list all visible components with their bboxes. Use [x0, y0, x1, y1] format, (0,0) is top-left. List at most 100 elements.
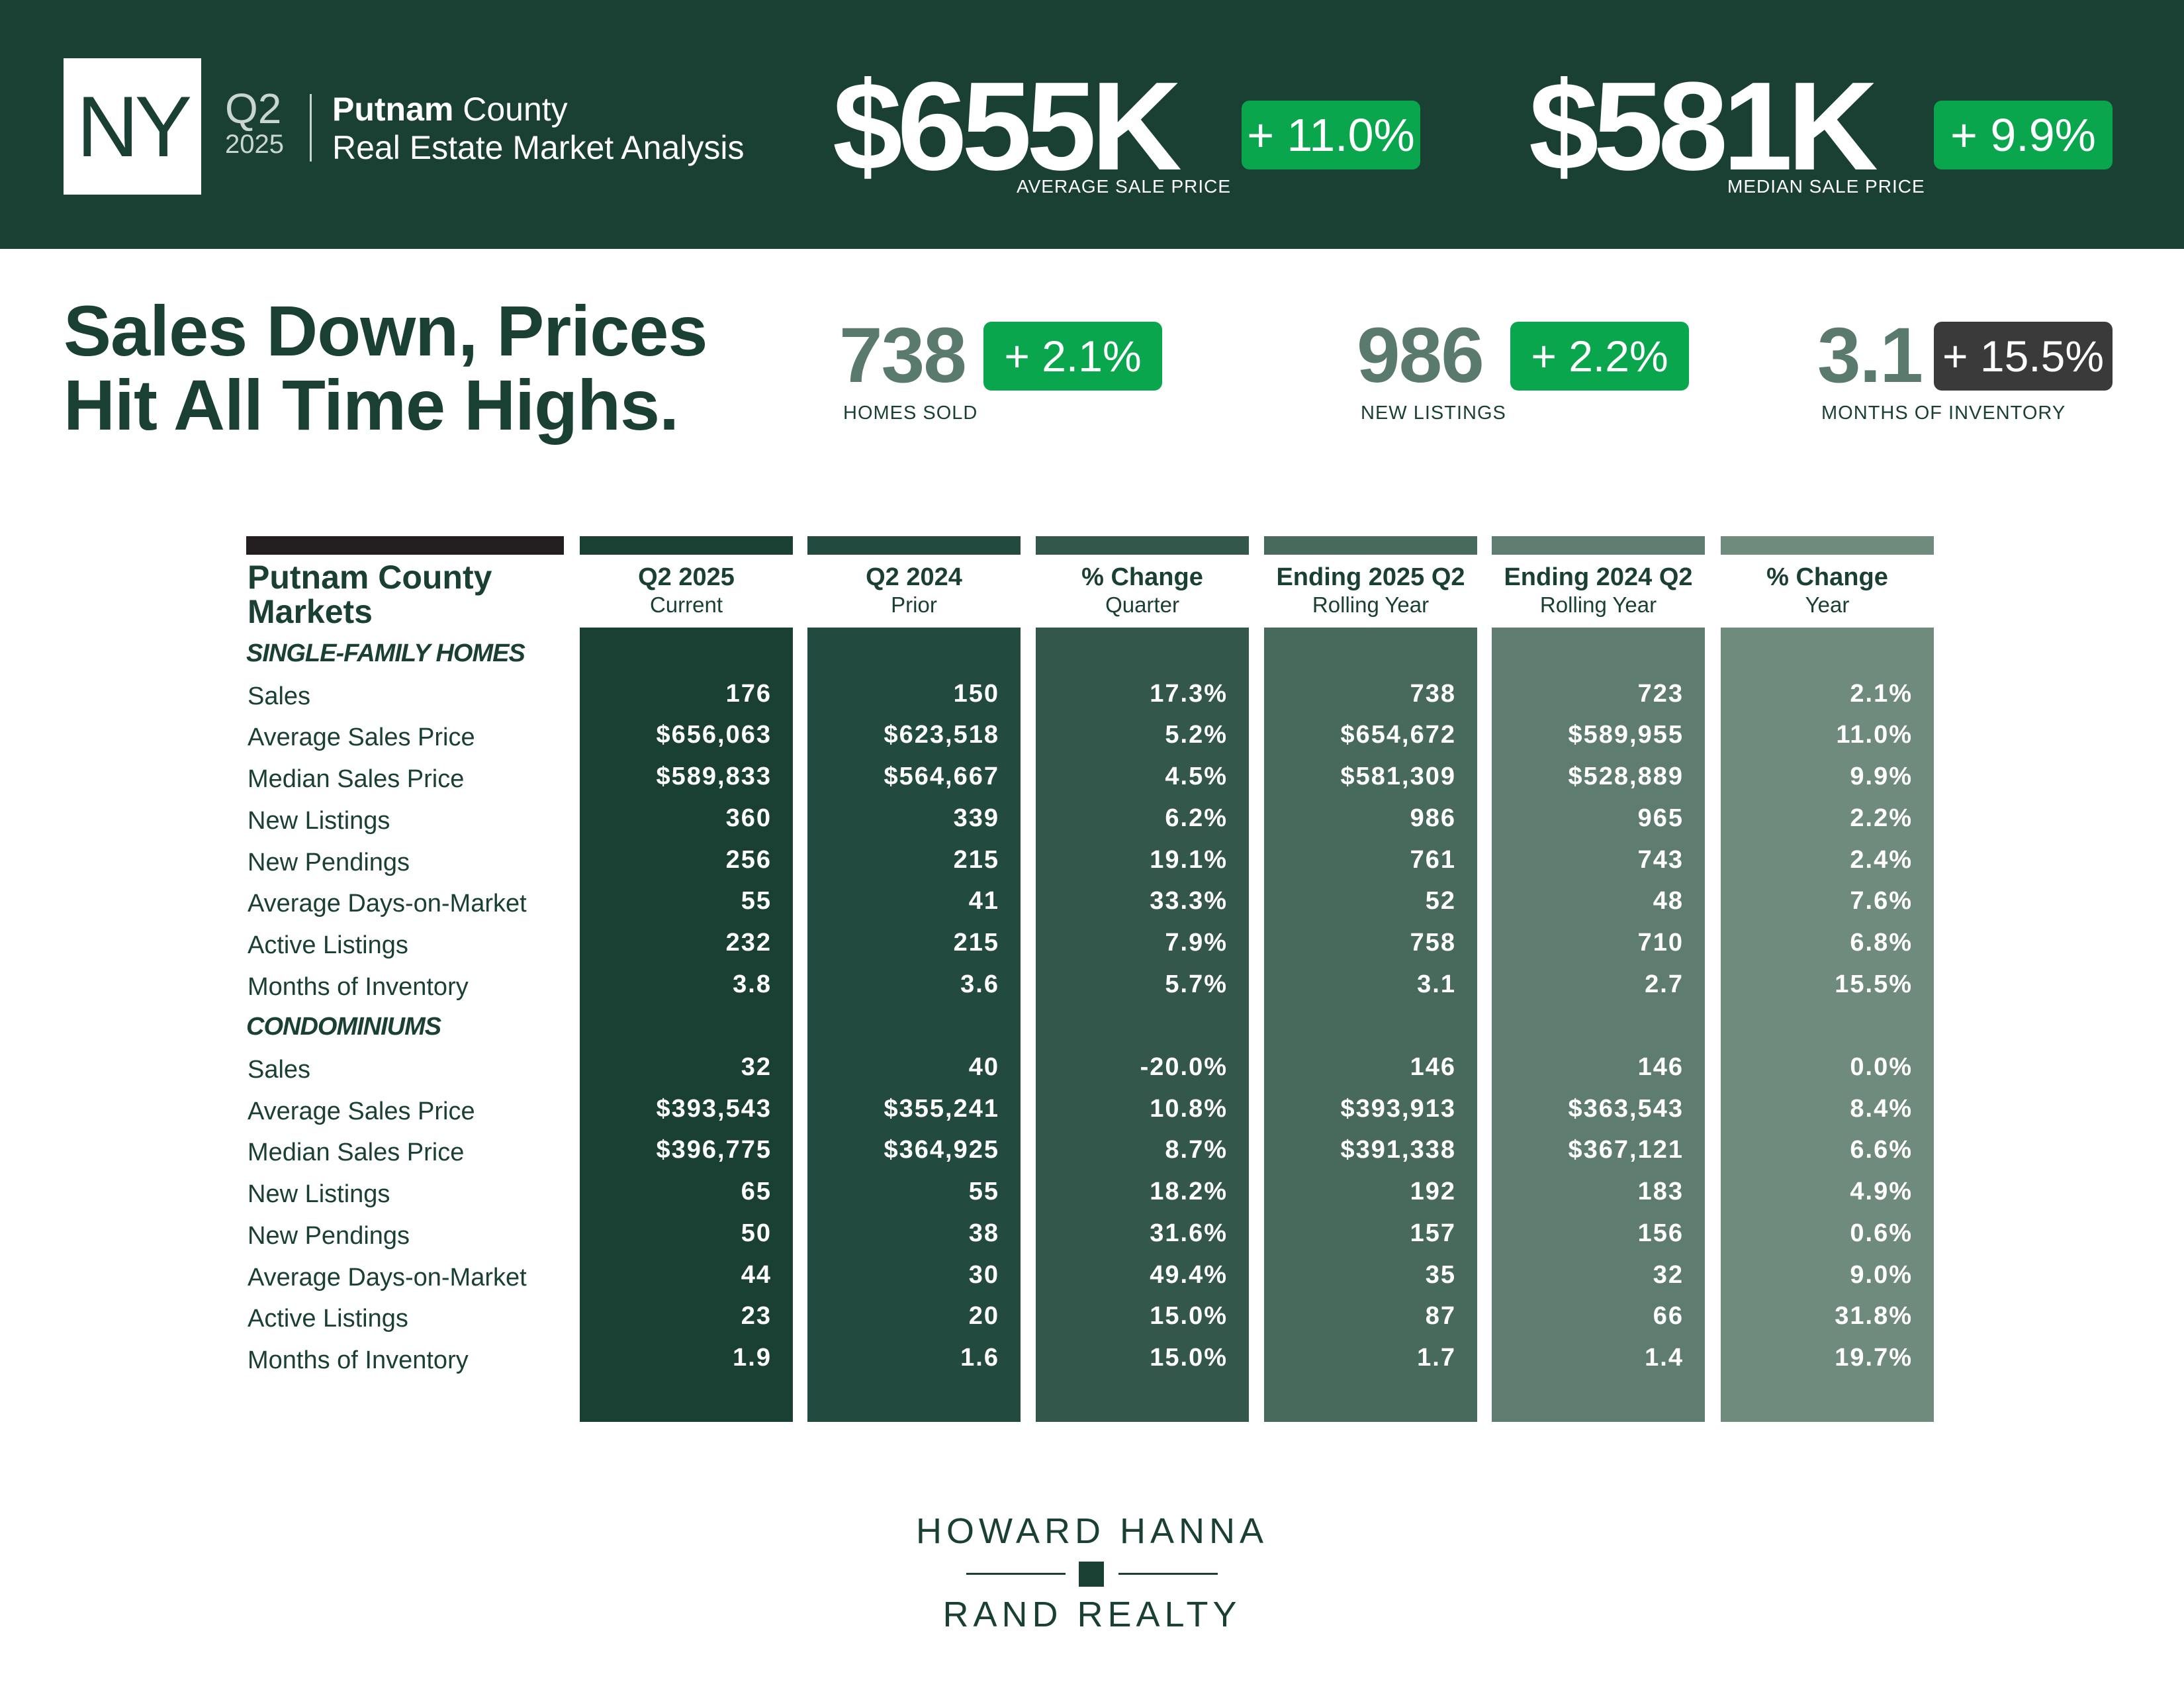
table-cell: 2.4% — [1850, 845, 1913, 874]
table-cell: 7.9% — [1165, 928, 1228, 957]
table-cell: 4.5% — [1165, 763, 1228, 791]
table-cell: $656,063 — [656, 721, 772, 749]
table-cell: 6.2% — [1165, 804, 1228, 832]
column-header: Ending 2024 Q2 Rolling Year — [1492, 563, 1705, 618]
column-header-subtitle: Current — [649, 592, 723, 617]
new-listings-label: NEW LISTINGS — [1361, 402, 1506, 424]
column-top-bar — [1721, 536, 1934, 555]
row-label: New Listings — [248, 1180, 390, 1209]
table-cell: 32 — [1653, 1260, 1684, 1289]
table-cell: 33.3% — [1150, 887, 1228, 915]
table-cell: 52 — [1425, 887, 1456, 915]
quarter-label: Q2 — [225, 85, 282, 132]
column-body — [580, 628, 793, 1422]
table-cell: 256 — [725, 845, 772, 874]
table-cell: 710 — [1637, 928, 1684, 957]
table-cell: 65 — [741, 1178, 772, 1206]
row-label: Sales — [248, 682, 311, 710]
table-cell: $654,672 — [1340, 721, 1456, 749]
avg-sale-price-value: $655K — [833, 56, 1182, 197]
table-cell: 41 — [968, 887, 999, 915]
row-label: Median Sales Price — [248, 1139, 465, 1167]
table-cell: 183 — [1637, 1178, 1684, 1206]
row-label: Months of Inventory — [248, 1346, 469, 1374]
column-header-title: Q2 2025 — [638, 563, 735, 591]
headline-line-2: Hit All Time Highs. — [64, 365, 679, 445]
table-cell: 1.9 — [733, 1343, 772, 1372]
logo-rule-right — [1118, 1573, 1218, 1575]
table-cell: 738 — [1410, 679, 1456, 708]
table-cell: 0.0% — [1850, 1053, 1913, 1081]
report-subtitle: Real Estate Market Analysis — [332, 129, 745, 166]
table-cell: 339 — [953, 804, 999, 832]
table-cell: 146 — [1410, 1053, 1456, 1081]
table-cell: 2.7 — [1645, 970, 1684, 998]
table-cell: 23 — [741, 1302, 772, 1331]
table-cell: $367,121 — [1568, 1136, 1684, 1164]
homes-sold-label: HOMES SOLD — [843, 402, 978, 424]
row-label: New Pendings — [248, 848, 410, 876]
county-suffix: County — [453, 91, 568, 128]
section-heading: CONDOMINIUMS — [246, 1013, 441, 1041]
table-cell: $589,833 — [656, 763, 772, 791]
table-cell: 5.2% — [1165, 721, 1228, 749]
table-cell: 30 — [968, 1260, 999, 1289]
table-cell: 723 — [1637, 679, 1684, 708]
table-title-line-2: Markets — [248, 593, 373, 630]
table-cell: 1.7 — [1417, 1343, 1456, 1372]
table-cell: 1.6 — [960, 1343, 999, 1372]
column-header-title: Ending 2024 Q2 — [1504, 563, 1693, 591]
avg-sale-price-change-badge: + 11.0% — [1242, 101, 1420, 169]
table-cell: 3.8 — [733, 970, 772, 998]
column-body — [1036, 628, 1249, 1422]
row-label: Median Sales Price — [248, 765, 465, 794]
table-cell: 360 — [725, 804, 772, 832]
table-cell: 19.7% — [1835, 1343, 1913, 1372]
table-cell: 6.6% — [1850, 1136, 1913, 1164]
table-cell: 17.3% — [1150, 679, 1228, 708]
row-label: Sales — [248, 1056, 311, 1084]
table-cell: 3.6 — [960, 970, 999, 998]
state-badge: NY — [64, 58, 201, 195]
table-cell: 15.0% — [1150, 1343, 1228, 1372]
brand-logo-line-2: RAND REALTY — [942, 1595, 1242, 1634]
quarter-block: Q2 2025 — [225, 87, 298, 159]
column-body — [1492, 628, 1705, 1422]
row-label: Months of Inventory — [248, 972, 469, 1001]
table-cell: $391,338 — [1340, 1136, 1456, 1164]
row-label: Average Sales Price — [248, 1097, 475, 1125]
year-label: 2025 — [225, 130, 284, 159]
table-cell: 10.8% — [1150, 1094, 1228, 1123]
new-listings-stat: 986 NEW LISTINGS — [1357, 316, 1506, 424]
column-top-bar — [1036, 536, 1249, 555]
row-label: Active Listings — [248, 1305, 408, 1333]
row-label: New Listings — [248, 806, 390, 835]
row-label: Average Days-on-Market — [248, 1263, 527, 1291]
table-cell: 232 — [725, 928, 772, 957]
table-cell: 44 — [741, 1260, 772, 1289]
table-cell: 176 — [725, 679, 772, 708]
column-header-subtitle: Quarter — [1105, 592, 1179, 617]
column-header: % Change Year — [1721, 563, 1934, 618]
column-header-subtitle: Rolling Year — [1312, 592, 1430, 617]
page-headline: Sales Down, Prices Hit All Time Highs. — [64, 294, 792, 442]
table-cell: $393,913 — [1340, 1094, 1456, 1123]
months-inventory-label: MONTHS OF INVENTORY — [1821, 402, 2066, 424]
table-cell: 5.7% — [1165, 970, 1228, 998]
column-header-title: % Change — [1081, 563, 1203, 591]
table-cell: 3.1 — [1417, 970, 1456, 998]
header-divider — [310, 94, 312, 162]
table-cell: $623,518 — [884, 721, 999, 749]
table-cell: $396,775 — [656, 1136, 772, 1164]
column-body — [1264, 628, 1477, 1422]
homes-sold-value: 738 — [839, 312, 967, 399]
table-title: Putnam County Markets — [248, 560, 492, 629]
table-cell: 32 — [741, 1053, 772, 1081]
table-cell: 18.2% — [1150, 1178, 1228, 1206]
table-cell: -20.0% — [1140, 1053, 1228, 1081]
table-cell: 1.4 — [1645, 1343, 1684, 1372]
table-cell: $355,241 — [884, 1094, 999, 1123]
table-cell: 761 — [1410, 845, 1456, 874]
table-cell: 8.4% — [1850, 1094, 1913, 1123]
state-abbrev: NY — [76, 78, 193, 175]
